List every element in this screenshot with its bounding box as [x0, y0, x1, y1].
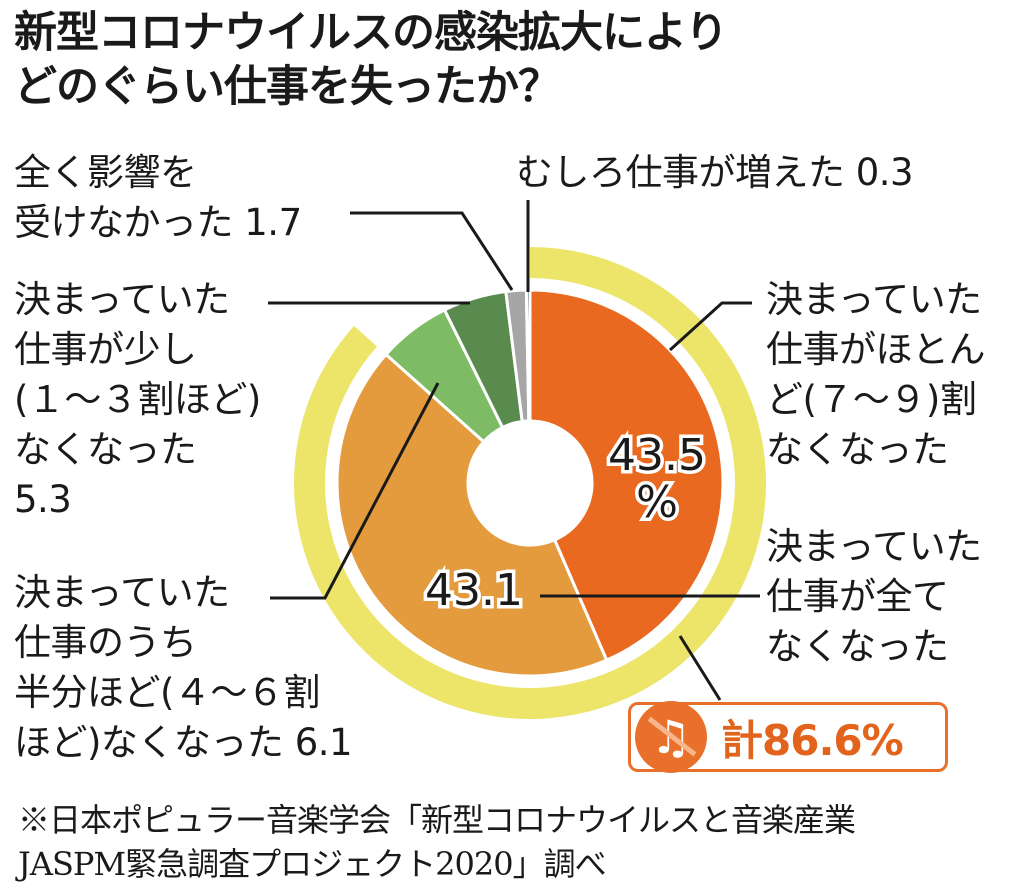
source-line-2: JASPM緊急調査プロジェクト2020」調べ: [18, 845, 607, 883]
leader-half-loss: [270, 382, 440, 600]
slice-1: [335, 352, 609, 678]
title-line-2: どのぐらい仕事を失ったか？: [14, 62, 561, 112]
slice-0: [528, 288, 725, 663]
source-note: ※日本ポピュラー音楽学会「新型コロナウイルスと音楽産業 JASPM緊急調査プロジ…: [18, 798, 1008, 886]
source-line-1: ※日本ポピュラー音楽学会「新型コロナウイルスと音楽産業: [18, 801, 856, 839]
leader-most-loss: [668, 301, 752, 352]
leader-total: [678, 635, 722, 701]
leader-unaffected: [350, 211, 514, 291]
slice-layer: [335, 288, 725, 678]
chart-title: 新型コロナウイルスの感染拡大により どのぐらい仕事を失ったか？: [14, 6, 1014, 114]
total-badge: ♫ 計86.6%: [628, 701, 948, 773]
label-increased: むしろ仕事が増えた 0.3: [516, 151, 914, 194]
label-all-loss: 決まっていた 仕事が全て なくなった: [766, 525, 982, 668]
data-label-most: 43.1: [425, 565, 523, 616]
title-line-1: 新型コロナウイルスの感染拡大により: [14, 8, 728, 58]
leader-lines: [268, 200, 760, 701]
label-half-loss: 決まっていた 仕事のうち 半分ほど(４～６割 ほど)なくなった 6.1: [14, 571, 353, 764]
data-label-all-unit: %: [636, 477, 678, 528]
label-unaffected: 全く影響を 受けなかった 1.7: [14, 151, 302, 244]
total-text: 計86.6%: [721, 715, 904, 765]
data-label-all-pct: 43.5: [608, 430, 706, 481]
label-most-loss: 決まっていた 仕事がほとん ど(７～９)割 なくなった: [766, 278, 986, 471]
music-note-crossed-icon: ♫: [635, 701, 707, 773]
label-small-loss: 決まっていた 仕事が少し (１～３割ほど) なくなった 5.3: [14, 278, 261, 521]
